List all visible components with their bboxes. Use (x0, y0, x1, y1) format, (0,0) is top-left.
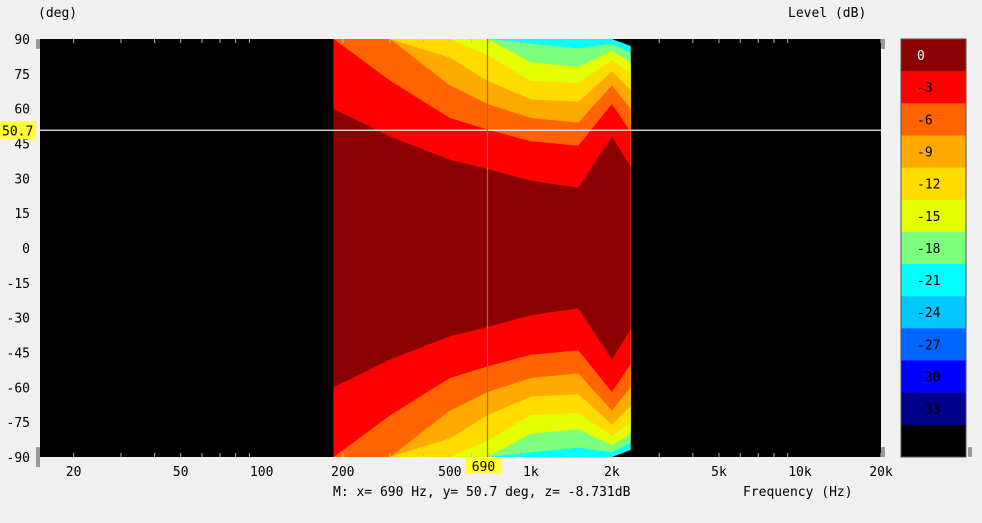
x-tick-label: 100 (250, 465, 273, 480)
legend-label: -30 (917, 371, 940, 386)
x-range-handle-left (36, 457, 40, 467)
y-tick-label: -60 (7, 381, 30, 396)
legend-label: -33 (917, 403, 940, 418)
x-tick-label: 200 (331, 465, 354, 480)
y-tick-label: 15 (14, 207, 30, 222)
x-range-handle-right (881, 447, 885, 457)
legend-swatch (901, 103, 966, 136)
x-tick-label: 50 (173, 465, 189, 480)
y-tick-label: -30 (7, 312, 30, 327)
y-tick-label: -90 (7, 451, 30, 466)
legend-swatch (901, 199, 966, 233)
cursor-y-badge (0, 121, 36, 140)
y-tick-label: 0 (22, 242, 30, 257)
legend-label: -6 (917, 113, 933, 128)
legend-title: Level (dB) (788, 6, 867, 21)
cursor-x-label: 690 (472, 460, 495, 475)
y-range-handle-bottom (36, 447, 40, 457)
legend-swatch (901, 39, 966, 72)
y-tick-label: 45 (14, 138, 30, 153)
y-tick-label: -45 (7, 347, 30, 362)
x-tick-label: 10k (788, 465, 812, 480)
legend-swatch (901, 392, 966, 426)
y-tick-label: -75 (7, 416, 30, 431)
x-tick-label: 1k (523, 465, 539, 480)
legend-label: -27 (917, 338, 940, 353)
legend-label: -3 (917, 81, 933, 96)
y-tick-label: 60 (14, 103, 30, 118)
cursor-y-label: 50.7 (2, 124, 33, 139)
y-tick-label: 30 (14, 172, 30, 187)
x-tick-label: 2k (604, 465, 620, 480)
legend-swatch (901, 360, 966, 394)
x-tick-label: 500 (438, 465, 461, 480)
legend-swatch (901, 135, 966, 169)
x-tick-label: 20k (869, 465, 893, 480)
legend-swatch (901, 167, 966, 201)
x-axis-label: Frequency (Hz) (743, 485, 853, 500)
y-tick-label: 90 (14, 33, 30, 48)
x-tick-label: 20 (66, 465, 82, 480)
legend-label: -24 (917, 306, 941, 321)
legend-frame (900, 38, 967, 458)
legend-swatch (901, 264, 966, 297)
y-range-handle-top (36, 39, 40, 49)
cursor-x-badge (465, 458, 502, 474)
legend-label: 0 (917, 49, 925, 64)
y-tick-label: 75 (14, 68, 30, 83)
legend-label: -12 (917, 178, 940, 193)
x-range-handle-top-right (881, 39, 885, 49)
legend-swatch (901, 231, 966, 265)
x-tick-label: 5k (711, 465, 727, 480)
y-axis-label: (deg) (38, 6, 78, 21)
legend-swatch (901, 424, 966, 458)
legend-label: -9 (917, 145, 933, 160)
legend-label: -21 (917, 274, 940, 289)
legend-label: -18 (917, 242, 940, 257)
legend-label: -15 (917, 210, 940, 225)
legend-range-handle (968, 447, 972, 457)
legend-swatch (901, 328, 966, 362)
contour-band (333, 108, 631, 388)
cursor-readout: M: x= 690 Hz, y= 50.7 deg, z= -8.731dB (333, 485, 631, 500)
legend-swatch (901, 71, 966, 104)
y-tick-label: -15 (7, 277, 30, 292)
legend-swatch (901, 296, 966, 329)
